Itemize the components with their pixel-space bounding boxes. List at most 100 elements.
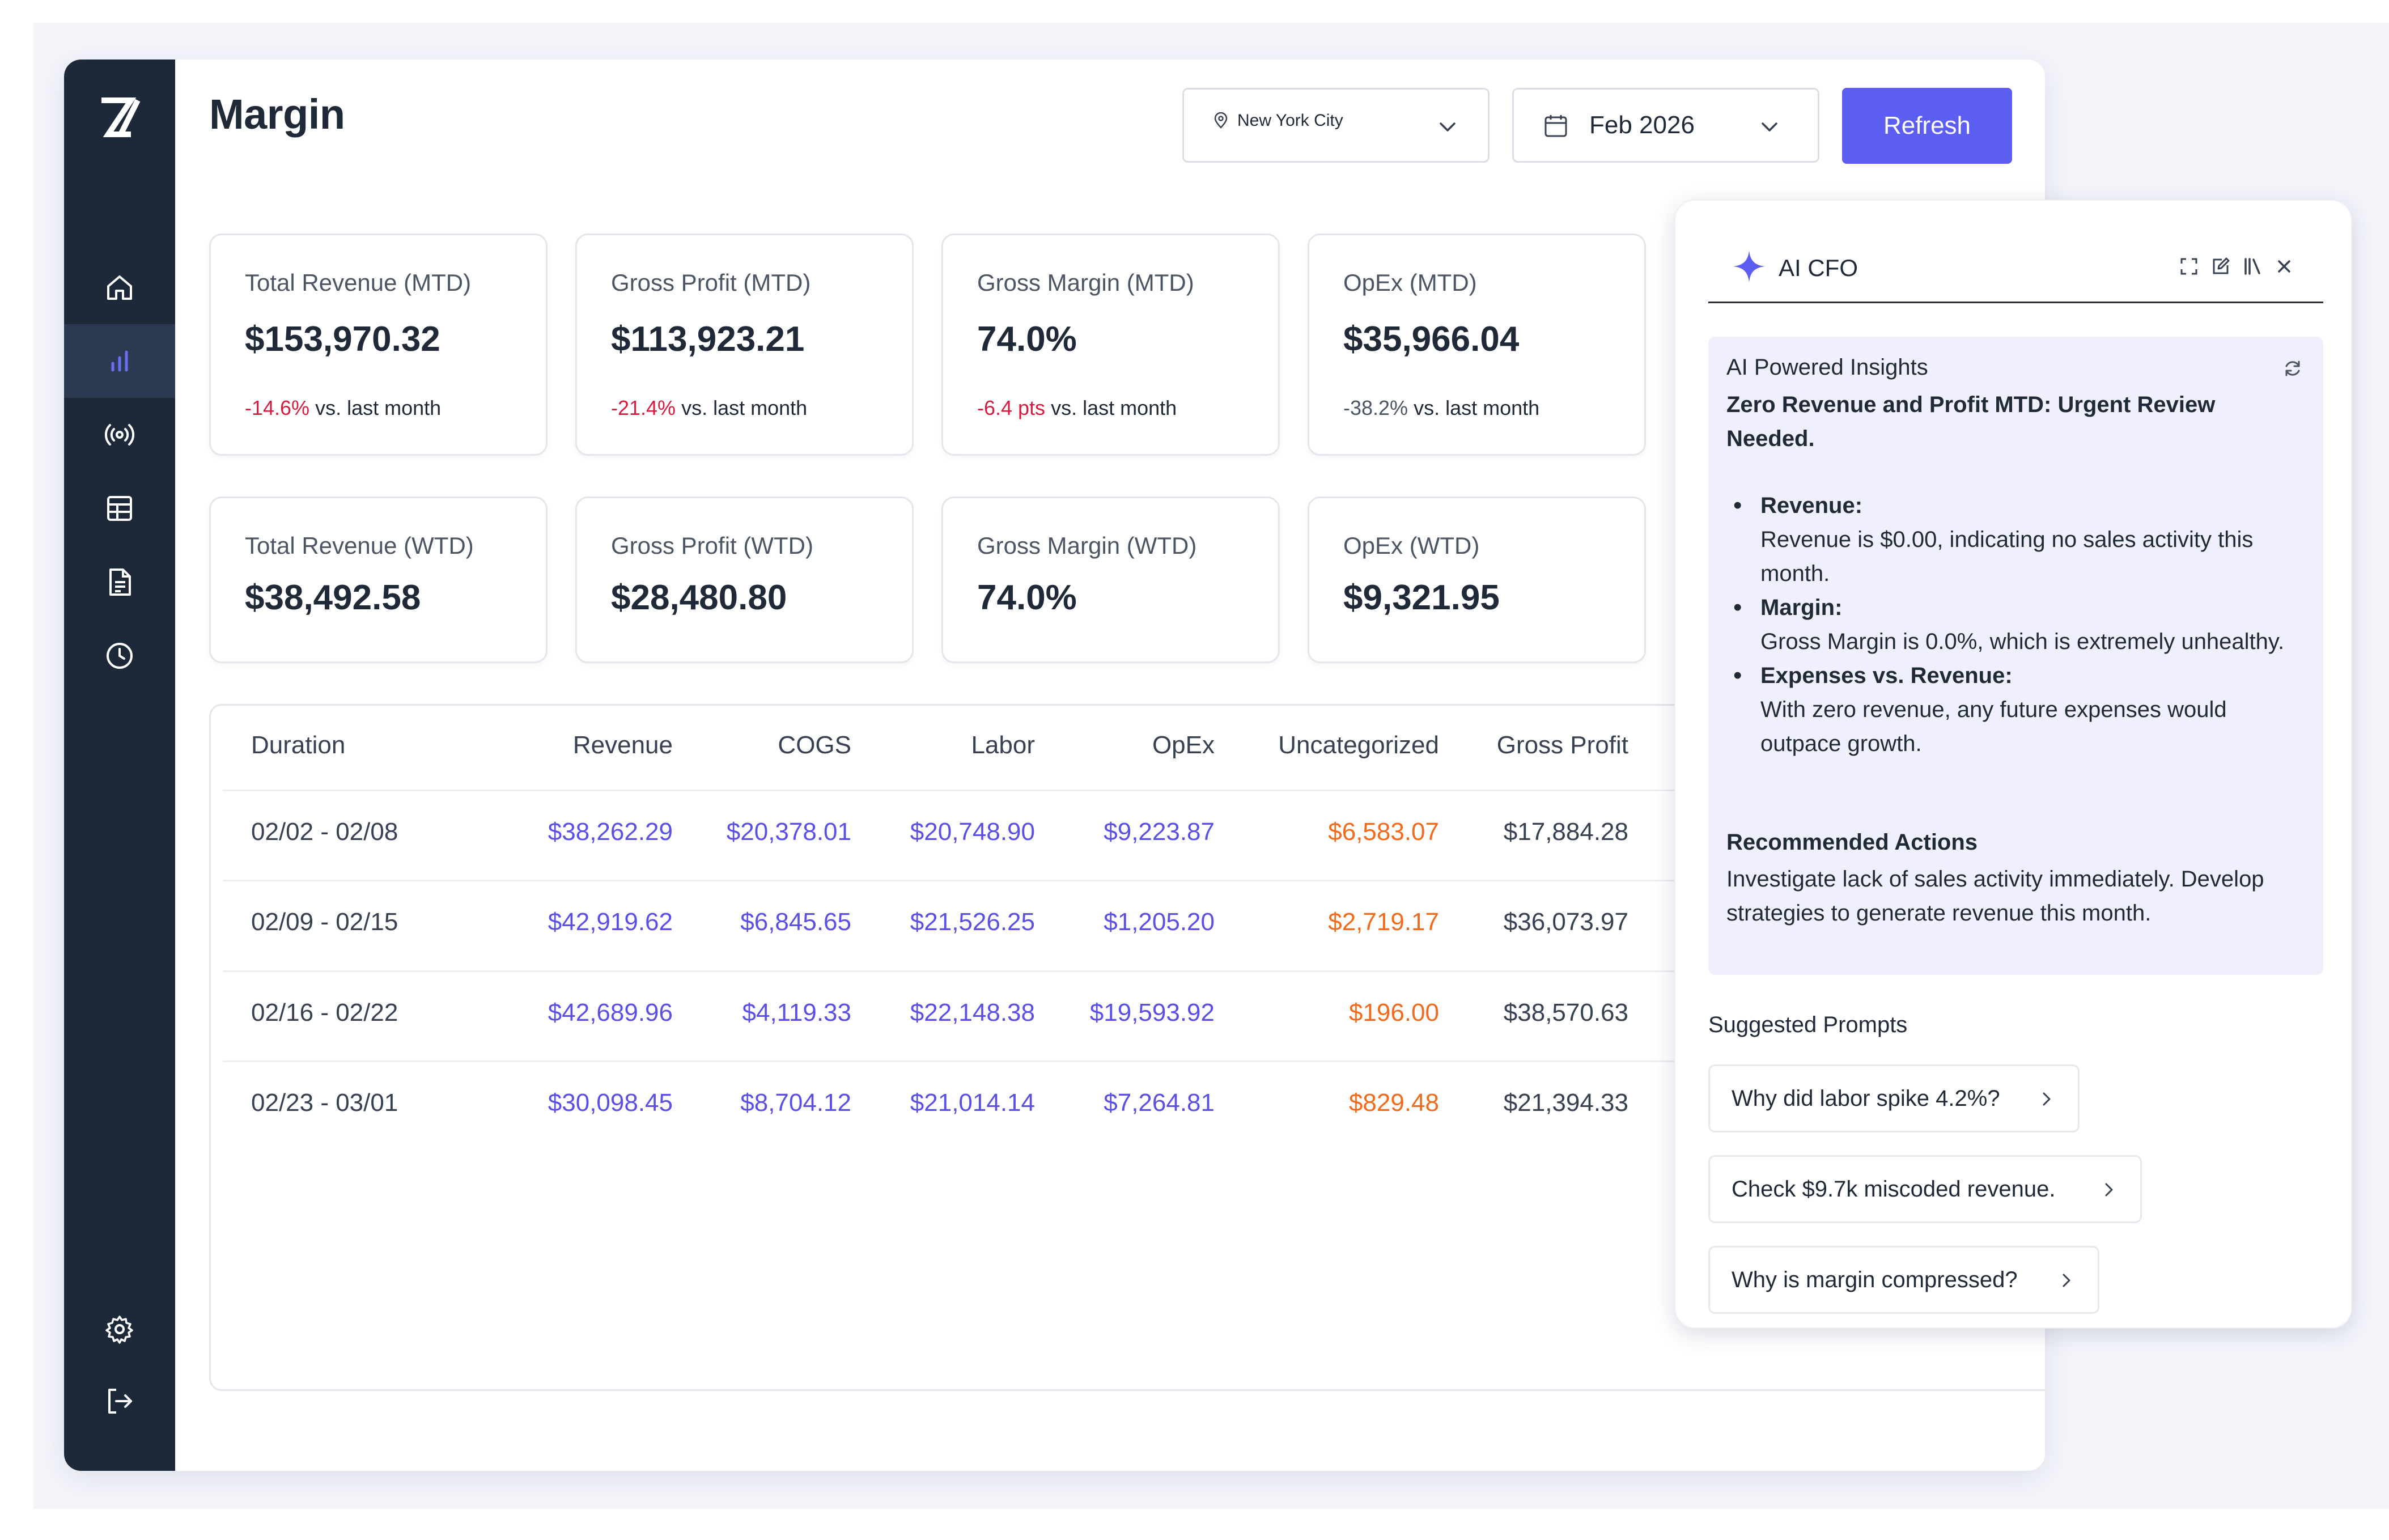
page-title: Margin: [209, 91, 345, 138]
kpi-delta-suffix: vs. last month: [1051, 396, 1177, 419]
table-row-divider: [223, 1060, 2045, 1062]
column-header-duration[interactable]: Duration: [251, 731, 346, 759]
chevron-right-icon: [2105, 1183, 2113, 1197]
kpi-delta-value: -38.2%: [1343, 396, 1408, 419]
table-cell-uncategorized: $2,719.17: [1328, 908, 1439, 936]
table-cell-duration[interactable]: 02/02 - 02/08: [251, 818, 398, 846]
nav-logout[interactable]: [64, 1364, 175, 1438]
location-value: New York City: [1237, 111, 1343, 130]
table-cell-opex: $1,205.20: [1104, 908, 1215, 936]
chevron-right-icon: [2063, 1274, 2070, 1287]
table-cell-labor: $20,748.90: [910, 818, 1035, 846]
kpi-delta-value: -21.4%: [611, 396, 676, 419]
table-cell-uncategorized: $196.00: [1348, 999, 1439, 1026]
kpi-label: Total Revenue (WTD): [245, 532, 474, 559]
bullet-title: Expenses vs. Revenue:: [1760, 663, 2013, 688]
nav-home[interactable]: [64, 251, 175, 324]
table-cell-revenue: $30,098.45: [548, 1089, 673, 1117]
column-header-opex[interactable]: OpEx: [1152, 731, 1215, 759]
nav-table[interactable]: [64, 472, 175, 545]
suggested-prompt-chip[interactable]: Check $9.7k miscoded revenue.: [1708, 1155, 2142, 1223]
column-header-gross-profit[interactable]: Gross Profit: [1496, 731, 1628, 759]
insight-bullet: Margin: Gross Margin is 0.0%, which is e…: [1726, 591, 2310, 659]
table-row-divider: [223, 970, 2045, 972]
bullet-title: Revenue:: [1760, 493, 1863, 518]
suggested-prompts-title: Suggested Prompts: [1708, 1012, 1908, 1037]
table-row-divider: [223, 790, 2045, 791]
table-cell-labor: $21,014.14: [910, 1089, 1035, 1117]
table-cell-cogs: $8,704.12: [740, 1089, 851, 1117]
kpi-delta: -38.2% vs. last month: [1343, 396, 1539, 420]
refresh-icon[interactable]: [2282, 358, 2303, 379]
insights-heading: AI Powered Insights: [1726, 355, 1928, 380]
close-icon[interactable]: [2274, 256, 2294, 277]
table-row-divider: [223, 880, 2045, 881]
kpi-card-opex-mtd: OpEx (MTD) $35,966.04 -38.2% vs. last mo…: [1308, 234, 1646, 456]
nav-live[interactable]: [64, 398, 175, 472]
insight-bullet: Expenses vs. Revenue: With zero revenue,…: [1726, 659, 2310, 761]
document-icon: [109, 569, 131, 596]
chevron-right-icon: [2043, 1092, 2051, 1106]
nav-settings[interactable]: [64, 1292, 175, 1366]
kpi-value: $38,492.58: [245, 578, 421, 617]
kpi-value: 74.0%: [977, 320, 1077, 359]
ai-cfo-panel: AI CFO AI Powered Insights Zero Revenue …: [1674, 200, 2352, 1329]
kpi-card-revenue-mtd: Total Revenue (MTD) $153,970.32 -14.6% v…: [209, 234, 548, 456]
table-cell-opex: $19,593.92: [1089, 999, 1215, 1026]
kpi-card-margin-wtd: Gross Margin (WTD) 74.0%: [941, 497, 1280, 663]
table-cell-uncategorized: $829.48: [1348, 1089, 1439, 1117]
logo-icon[interactable]: [96, 94, 143, 141]
kpi-delta: -14.6% vs. last month: [245, 396, 441, 420]
kpi-value: $113,923.21: [611, 320, 805, 359]
date-select[interactable]: Feb 2026: [1512, 88, 1819, 163]
kpi-label: OpEx (WTD): [1343, 532, 1480, 559]
refresh-button[interactable]: Refresh: [1842, 88, 2012, 164]
kpi-label: Gross Margin (MTD): [977, 269, 1194, 296]
table-cell-uncategorized: $6,583.07: [1328, 818, 1439, 846]
table-icon: [107, 496, 132, 521]
ai-panel-divider: [1708, 302, 2323, 303]
kpi-delta: -6.4 pts vs. last month: [977, 396, 1177, 420]
column-header-uncategorized[interactable]: Uncategorized: [1278, 731, 1439, 759]
table-cell-labor: $21,526.25: [910, 908, 1035, 936]
suggested-prompt-chip[interactable]: Why did labor spike 4.2%?: [1708, 1064, 2080, 1132]
kpi-delta-suffix: vs. last month: [1414, 396, 1540, 419]
kpi-delta-suffix: vs. last month: [315, 396, 442, 419]
table-cell-duration[interactable]: 02/16 - 02/22: [251, 999, 398, 1026]
nav-history[interactable]: [64, 619, 175, 693]
location-select[interactable]: New York City: [1182, 88, 1490, 163]
kpi-value: $153,970.32: [245, 320, 440, 359]
expand-icon[interactable]: [2179, 256, 2199, 277]
table-cell-duration[interactable]: 02/23 - 03/01: [251, 1089, 398, 1117]
recommended-actions-text: Investigate lack of sales activity immed…: [1726, 867, 2264, 926]
nav-reports[interactable]: [64, 545, 175, 619]
column-header-labor[interactable]: Labor: [971, 731, 1035, 759]
table-cell-revenue: $38,262.29: [548, 818, 673, 846]
edit-icon[interactable]: [2210, 256, 2231, 277]
bullet-text: Revenue is $0.00, indicating no sales ac…: [1760, 527, 2254, 586]
kpi-label: OpEx (MTD): [1343, 269, 1477, 296]
table-cell-duration[interactable]: 02/09 - 02/15: [251, 908, 398, 936]
prompt-text: Check $9.7k miscoded revenue.: [1732, 1176, 2056, 1202]
column-header-revenue[interactable]: Revenue: [572, 731, 673, 759]
kpi-label: Gross Profit (WTD): [611, 532, 813, 559]
table-cell-gross-profit: $17,884.28: [1503, 818, 1628, 846]
chevron-down-icon: [1762, 122, 1777, 131]
kpi-value: $9,321.95: [1343, 578, 1500, 617]
suggested-prompt-chip[interactable]: Why is margin compressed?: [1708, 1246, 2099, 1314]
table-cell-opex: $7,264.81: [1104, 1089, 1215, 1117]
column-header-cogs[interactable]: COGS: [778, 731, 851, 759]
map-pin-icon: [1214, 112, 1228, 129]
sidebar: [64, 60, 175, 1471]
kpi-card-profit-wtd: Gross Profit (WTD) $28,480.80: [575, 497, 914, 663]
kpi-delta: -21.4% vs. last month: [611, 396, 807, 420]
table-cell-revenue: $42,689.96: [548, 999, 673, 1026]
logout-icon: [108, 1389, 132, 1414]
kpi-delta-value: -6.4 pts: [977, 396, 1046, 419]
table-cell-revenue: $42,919.62: [548, 908, 673, 936]
table-cell-gross-profit: $36,073.97: [1503, 908, 1628, 936]
insight-bullet: Revenue: Revenue is $0.00, indicating no…: [1726, 489, 2310, 591]
nav-margin[interactable]: [64, 324, 175, 398]
library-icon[interactable]: [2242, 256, 2263, 277]
gear-icon: [105, 1316, 133, 1344]
